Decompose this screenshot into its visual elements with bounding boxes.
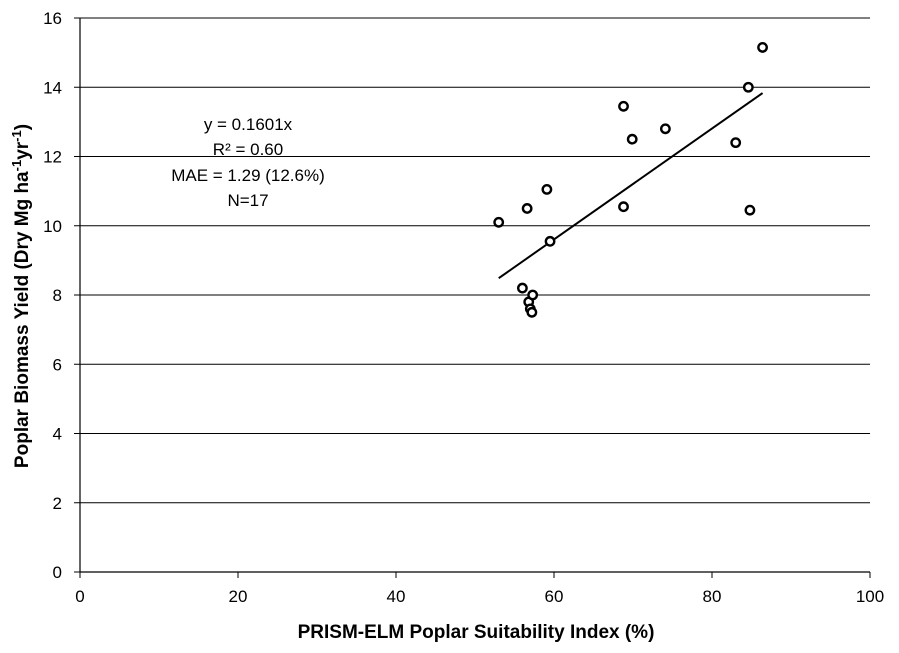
annotation-r-squared: R² = 0.60 bbox=[213, 140, 283, 159]
annotation-mae: MAE = 1.29 (12.6%) bbox=[171, 166, 325, 185]
axes bbox=[74, 17, 871, 578]
data-point bbox=[493, 216, 505, 228]
y-axis-title-end: ) bbox=[12, 124, 33, 130]
data-point bbox=[730, 137, 742, 149]
x-tick-label: 20 bbox=[229, 587, 248, 606]
gridlines bbox=[80, 17, 870, 504]
data-point bbox=[659, 123, 671, 135]
data-point bbox=[521, 203, 533, 214]
annotation-box: y = 0.1601x R² = 0.60 MAE = 1.29 (12.6%)… bbox=[171, 115, 325, 210]
annotation-n: N=17 bbox=[227, 191, 268, 210]
data-point bbox=[744, 204, 756, 216]
y-axis-title-main: Poplar Biomass Yield (Dry Mg ha bbox=[12, 171, 33, 468]
data-point bbox=[742, 81, 754, 93]
y-axis-title-sup1: -1 bbox=[9, 160, 24, 172]
y-tick-label: 6 bbox=[53, 355, 62, 374]
annotation-equation: y = 0.1601x bbox=[204, 115, 293, 134]
data-point bbox=[517, 282, 528, 294]
y-tick-labels: 0 2 4 6 8 10 12 14 16 bbox=[43, 9, 62, 582]
x-tick-label: 40 bbox=[387, 587, 406, 606]
y-axis-title-sup2: -1 bbox=[9, 130, 24, 142]
y-tick-label: 4 bbox=[53, 425, 62, 444]
data-point bbox=[618, 201, 629, 213]
data-point bbox=[526, 306, 538, 318]
data-point bbox=[618, 100, 629, 112]
x-tick-label: 100 bbox=[856, 587, 884, 606]
y-tick-label: 16 bbox=[43, 9, 62, 28]
trendline bbox=[498, 92, 764, 280]
x-tick-label: 60 bbox=[545, 587, 564, 606]
y-tick-label: 2 bbox=[53, 494, 62, 513]
data-point bbox=[757, 42, 768, 53]
y-tick-label: 0 bbox=[53, 563, 62, 582]
x-tick-label: 80 bbox=[703, 587, 722, 606]
y-tick-label: 14 bbox=[43, 78, 62, 97]
x-axis-title: PRISM-ELM Poplar Suitability Index (%) bbox=[298, 622, 655, 643]
y-axis-title-mid: yr bbox=[12, 141, 33, 160]
y-axis-title: Poplar Biomass Yield (Dry Mg ha-1yr-1) bbox=[9, 124, 33, 468]
data-point bbox=[626, 133, 638, 145]
y-tick-label: 8 bbox=[53, 286, 62, 305]
y-tick-label: 10 bbox=[43, 217, 62, 236]
y-tick-label: 12 bbox=[43, 148, 62, 167]
x-tick-labels: 0 20 40 60 80 100 bbox=[75, 587, 884, 606]
data-point bbox=[541, 183, 553, 195]
data-point bbox=[544, 235, 556, 247]
data-points bbox=[493, 42, 768, 318]
x-tick-label: 0 bbox=[75, 587, 84, 606]
data-point bbox=[527, 289, 539, 301]
trendline-group bbox=[498, 92, 764, 280]
